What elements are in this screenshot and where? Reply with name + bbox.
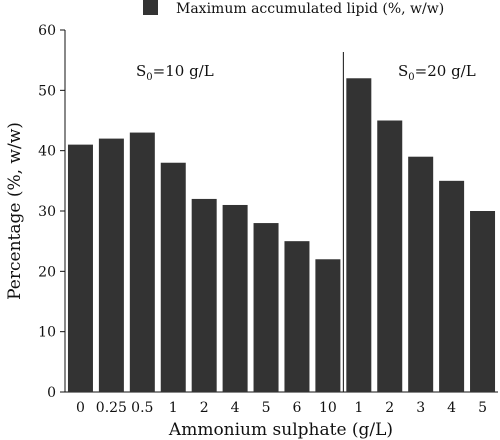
x-axis-ticks: 0 0.25 0.5 1 2 4 5 6 10 1 2 3 4 5 [76, 400, 487, 416]
x-tick-label: 5 [478, 400, 487, 416]
legend-label: Maximum accumulated lipid (%, w/w) [176, 1, 444, 17]
bars [67, 78, 496, 393]
bar [253, 223, 279, 392]
group-label-s0-10: S0=10 g/L [136, 62, 214, 83]
x-tick-label: 0.25 [96, 400, 127, 416]
bar [284, 241, 310, 392]
x-axis-title: Ammonium sulphate (g/L) [168, 420, 393, 440]
x-tick-label: 6 [292, 400, 301, 416]
y-tick-label: 40 [38, 144, 56, 160]
group-label-s0-20: S0=20 g/L [398, 62, 476, 83]
x-tick-label: 2 [200, 400, 209, 416]
x-tick-label: 2 [385, 400, 394, 416]
legend-swatch [143, 0, 158, 15]
x-tick-label: 1 [354, 400, 363, 416]
bar [470, 211, 496, 392]
x-tick-label: 1 [169, 400, 178, 416]
bar [439, 180, 465, 392]
bar [346, 78, 372, 393]
x-tick-label: 3 [416, 400, 425, 416]
bar [377, 120, 403, 392]
bar [98, 138, 124, 392]
y-tick-label: 20 [38, 264, 56, 280]
y-tick-label: 0 [47, 385, 56, 401]
y-axis-title: Percentage (%, w/w) [5, 122, 25, 300]
x-tick-label: 0.5 [131, 400, 153, 416]
bar [191, 198, 217, 392]
bar [315, 259, 341, 392]
y-tick-label: 50 [38, 83, 56, 99]
y-axis-ticks: 0 10 20 30 40 50 60 [38, 23, 65, 401]
bar [67, 144, 93, 392]
bar [408, 156, 434, 392]
y-tick-label: 30 [38, 204, 56, 220]
x-tick-label: 10 [319, 400, 337, 416]
y-tick-label: 10 [38, 325, 56, 341]
bar [129, 132, 155, 392]
x-tick-label: 4 [447, 400, 456, 416]
bar [222, 204, 248, 392]
y-tick-label: 60 [38, 23, 56, 39]
x-tick-label: 5 [262, 400, 271, 416]
bar [160, 162, 186, 392]
x-tick-label: 0 [76, 400, 85, 416]
x-tick-label: 4 [231, 400, 240, 416]
